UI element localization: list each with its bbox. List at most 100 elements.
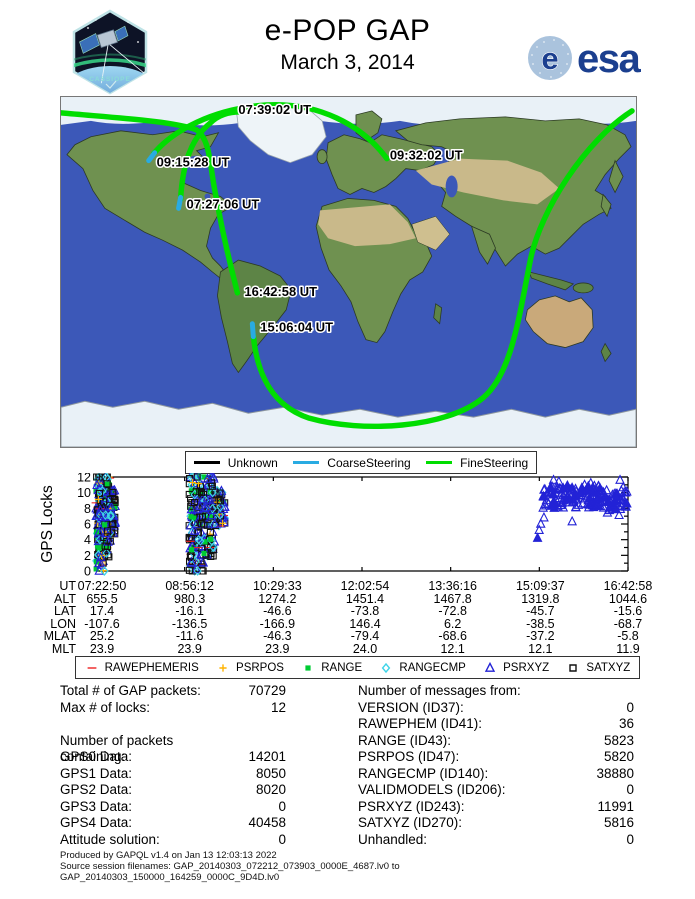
marker-rangecmp [215,510,225,520]
table-cell: -73.8 [350,604,380,619]
table-cell: -16.1 [175,604,204,619]
stat-row: Unhandled: 0 [358,832,634,849]
legend-line-swatch [426,461,453,464]
marker-satxyz [109,489,117,497]
table-cell: 11.9 [616,642,640,656]
marker-rangecmp [382,662,391,673]
psrpos-glyph-icon [219,663,227,672]
stat-value: 0 [626,782,634,797]
marker-psrxyz [538,502,549,512]
stat-label: GPS2 Data: [60,782,133,797]
marker-psrxyz [620,486,631,497]
marker-satxyz [204,543,212,551]
stat-value [228,733,286,750]
stats-left-column: Total # of GAP packets: 70729 Max # of loc… [60,683,286,848]
marker-psrxyz [571,501,581,512]
marker-satxyz [569,663,578,672]
page-date: March 3, 2014 [280,51,415,74]
stat-row: GPS2 Data: 8020 [60,782,286,799]
marker-psrxyz [199,502,210,512]
marker-psrxyz [93,557,104,568]
stat-label: RAWEPHEM (ID41): [358,716,483,731]
stat-value: 12 [270,699,286,715]
marker-legend-item: PSRXYZ [483,661,549,675]
marker-psrxyz [582,498,593,509]
marker-psrxyz [194,500,205,511]
marker-psrxyz [94,509,105,519]
stat-row: PSRXYZ (ID243): 11991 [358,799,634,816]
table-cell: 15:09:37 [515,579,565,593]
marker-satxyz [215,496,223,504]
marker-rangecmp [193,566,202,576]
marker-legend-label: RAWEPHEMERIS [104,661,199,674]
footer: Produced by GAPQL v1.4 on Jan 13 12:03:1… [60,850,400,883]
stat-label: Attitude solution: [60,831,160,847]
marker-psrxyz [108,510,119,520]
marker-psrxyz [561,482,571,493]
table-cell: 23.9 [89,642,115,656]
table-cell: -72.8 [438,604,467,619]
marker-psrxyz [621,486,632,496]
marker-satxyz [211,502,219,510]
table-cell: 1319.8 [521,591,560,606]
marker-psrpos [219,663,227,672]
marker-psrxyz [598,488,609,498]
stat-value: 38880 [596,765,634,781]
table-cell: 08:56:12 [165,579,214,593]
marker-satxyz [185,566,193,574]
marker-satxyz [100,498,108,506]
map-time-label: 16:42:58 UT [244,284,317,299]
table-cell: 12.1 [528,642,553,656]
marker-satxyz [210,545,218,553]
stat-row: Attitude solution: 0 [60,832,286,849]
marker-psrpos [188,478,197,487]
marker-rangecmp [101,510,110,520]
table-cell: -37.2 [526,629,555,644]
marker-psrxyz [611,491,622,501]
stat-label: RANGECMP (ID140): [358,765,489,781]
marker-range [208,536,214,542]
marker-rangecmp [208,487,217,498]
stat-value [576,683,634,700]
marker-satxyz [196,487,204,495]
marker-psrxyz [106,501,117,511]
y-tick-label: 4 [84,533,91,547]
marker-psrxyz [186,556,197,566]
marker-psrxyz [580,485,591,495]
stat-row: GPS0 Data: 14201 [60,749,286,766]
table-cell: 10:29:33 [252,579,302,593]
marker-psrxyz [553,475,564,486]
marker-satxyz [197,488,206,497]
table-cell: 12:02:54 [340,579,390,593]
map-time-label: 07:27:06 UT [187,196,260,211]
marker-psrxyz [96,501,107,511]
table-cell: -79.4 [350,629,380,644]
stat-value: 8020 [255,782,286,797]
title-block: e-POP GAP March 3, 2014 [0,14,695,75]
marker-psrxyz [548,498,559,508]
track-1506-coarsesteering [249,321,256,340]
marker-satxyz [103,480,111,488]
table-cell: 12.1 [440,642,465,656]
marker-psrxyz [202,473,213,483]
stat-row: RANGECMP (ID140): 38880 [358,766,634,783]
marker-psrxyz [560,487,571,497]
marker-psrxyz [570,483,581,493]
marker-psrxyz [550,486,560,497]
table-cell: -38.5 [526,616,555,631]
marker-psrxyz [568,495,579,506]
table-cell: -68.6 [438,629,467,644]
table-cell: -166.9 [259,616,296,631]
marker-psrxyz [197,493,208,504]
marker-rangecmp [196,536,205,546]
marker-satxyz [109,520,117,528]
marker-psrxyz [602,507,613,517]
table-row-label: LON [50,616,76,631]
marker-satxyz [194,528,202,536]
marker-psrxyz [620,499,631,510]
stat-value [228,716,286,733]
stat-row: RAWEPHEM (ID41): 36 [358,716,634,733]
y-tick-label: 6 [84,518,91,532]
y-tick-label: 0 [84,565,91,579]
table-cell: 1044.6 [608,591,648,606]
